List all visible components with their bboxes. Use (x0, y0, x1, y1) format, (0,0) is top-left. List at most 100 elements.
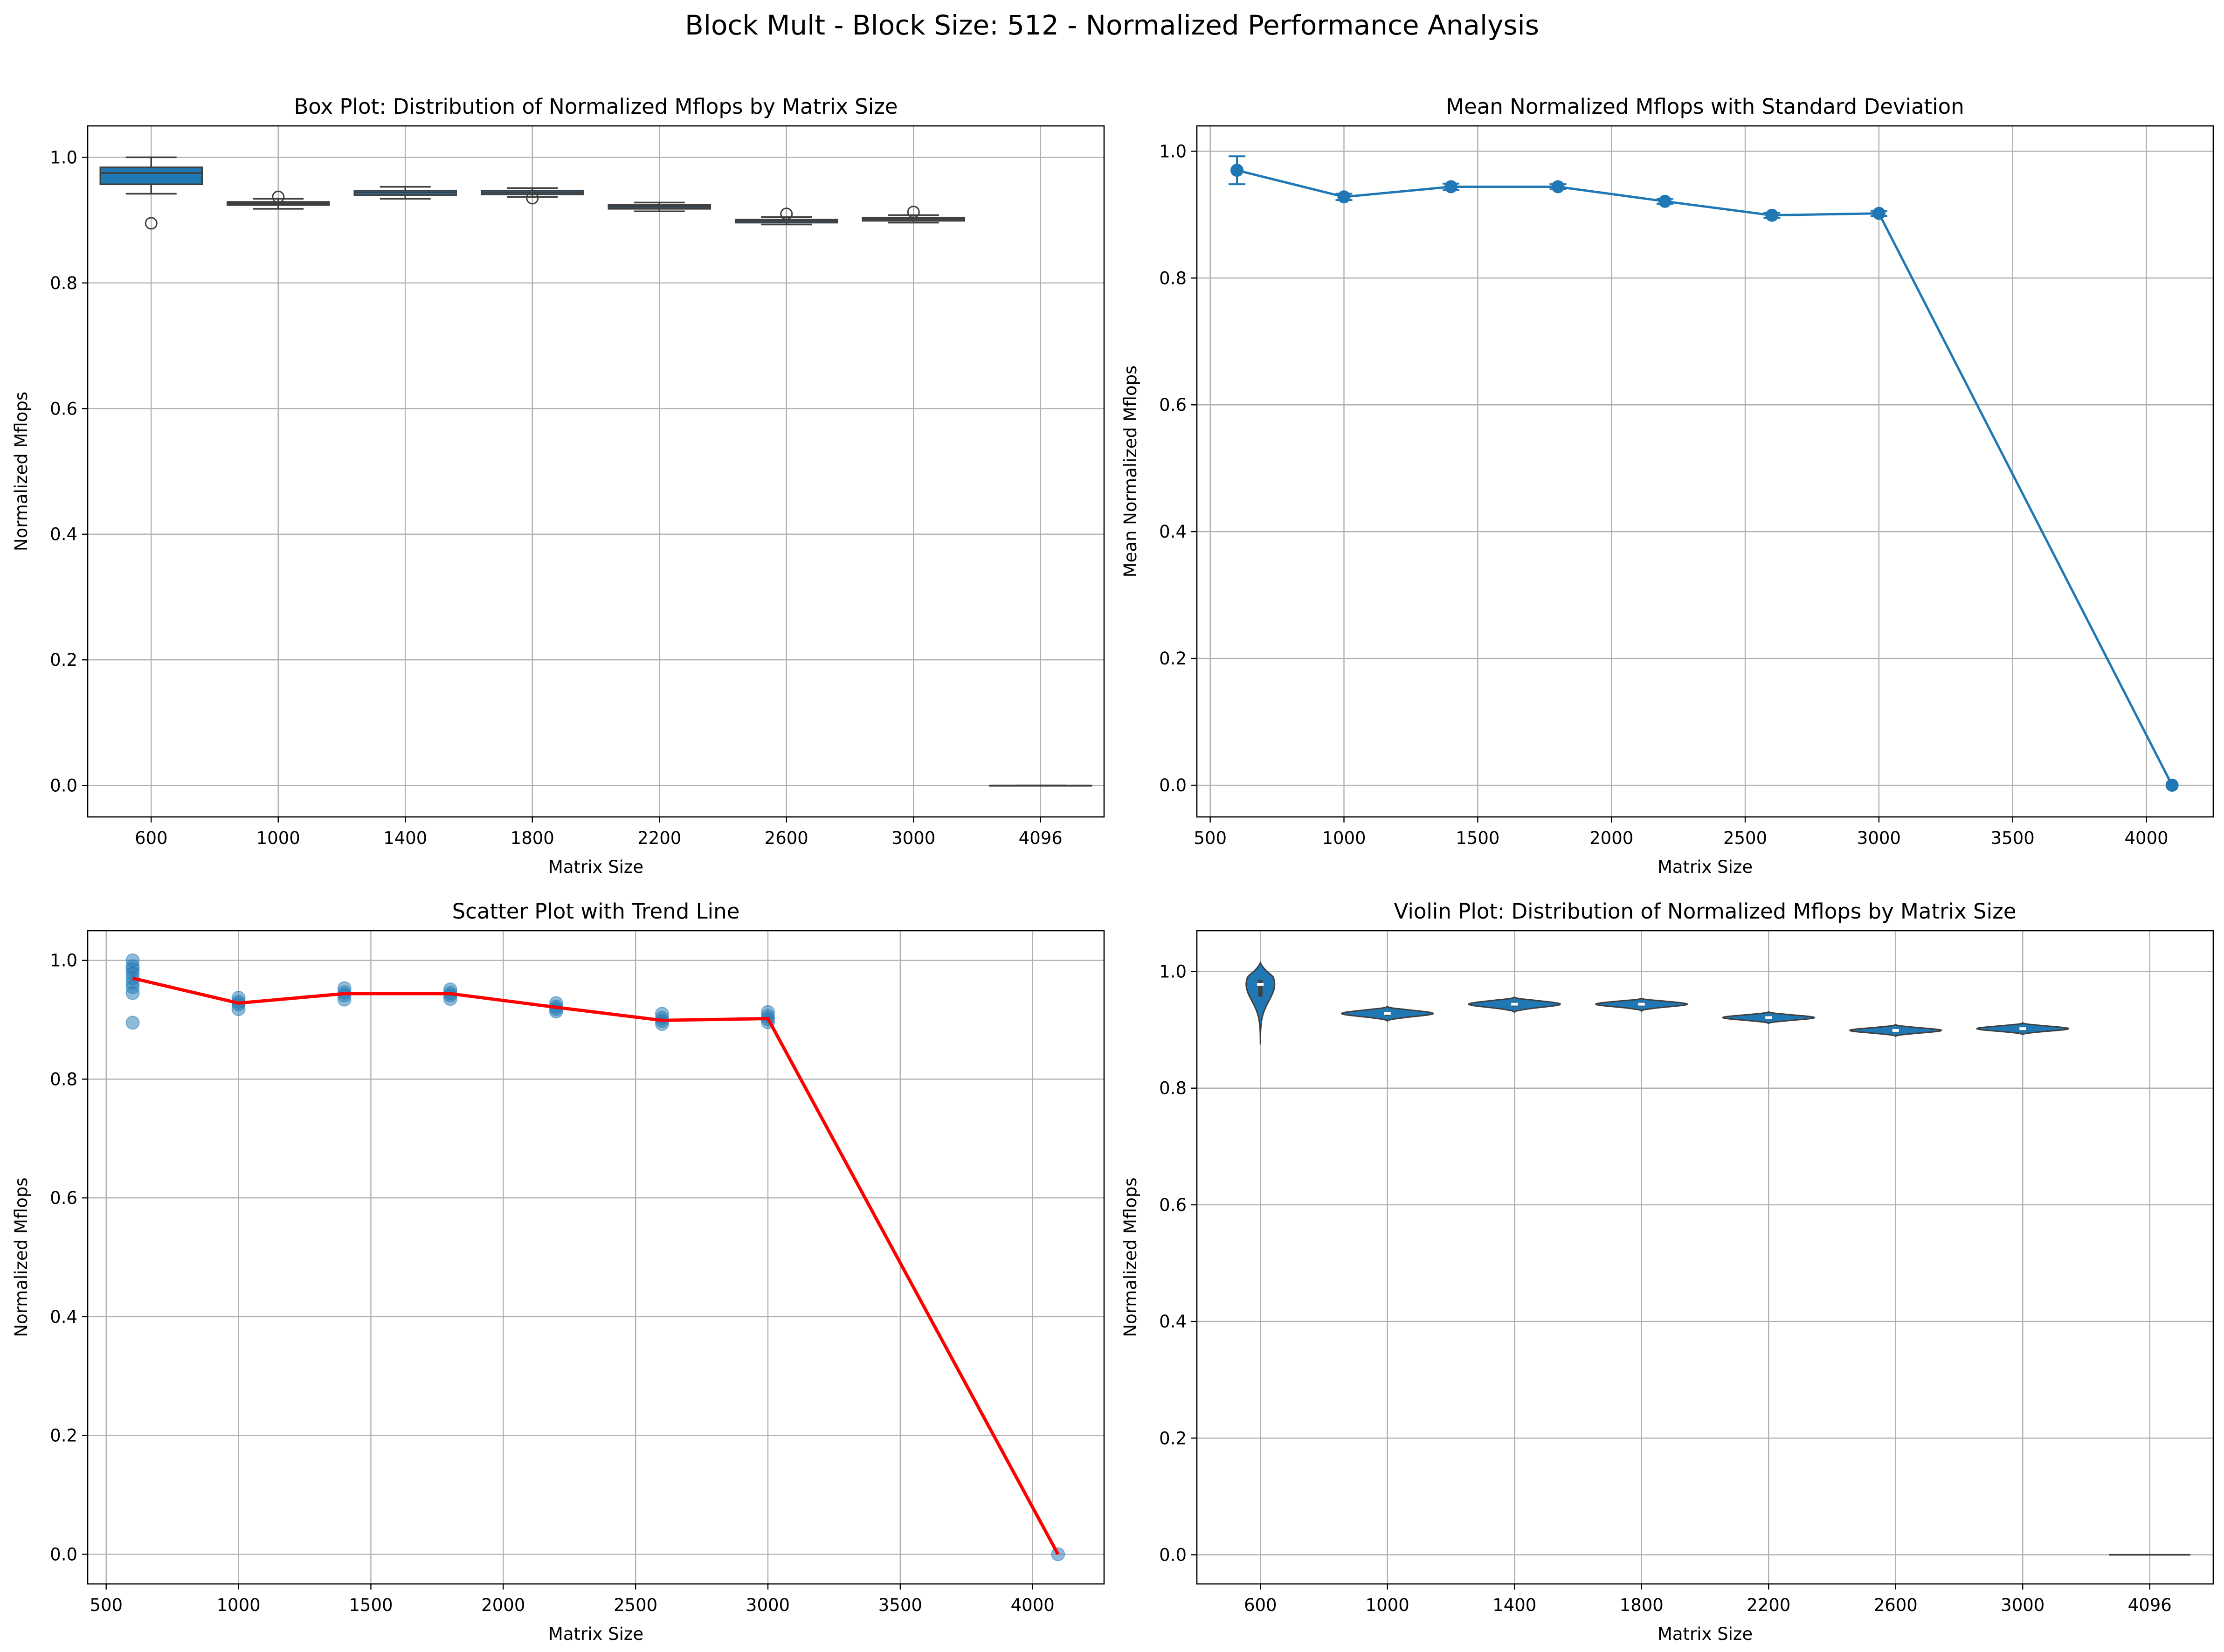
box-1800 (481, 187, 584, 205)
trend-line (132, 976, 1060, 1555)
x-tick-label: 2200 (1747, 1595, 1790, 1615)
y-tick-label: 0.8 (1159, 268, 1187, 288)
panels: Box Plot: Distribution of Normalized Mfl… (11, 94, 2214, 1644)
mean-point (1872, 207, 1886, 220)
y-tick-label: 0.6 (1159, 395, 1187, 415)
mean-point (1658, 194, 1671, 208)
figure-suptitle: Block Mult - Block Size: 512 - Normalize… (685, 9, 1539, 41)
ticks: 600 1000 1400 1800 2200 2600 3000 4096 0.0 0.2 0.4… (1159, 962, 2172, 1615)
outlier-point (526, 192, 539, 205)
mean-point (1444, 180, 1457, 194)
y-tick-label: 0.6 (50, 399, 77, 419)
x-tick-label: 600 (1244, 1595, 1277, 1615)
errorbar-4096 (2165, 779, 2179, 792)
violin-median (1892, 1029, 1899, 1032)
y-axis-label: Normalized Mflops (11, 392, 31, 551)
errorbar-2200 (1656, 194, 1673, 208)
x-tick-label: 500 (90, 1595, 123, 1615)
x-tick-label: 3000 (746, 1595, 790, 1615)
mean-point (1551, 180, 1565, 194)
plot-area (125, 953, 1065, 1562)
errorbar-600 (1229, 155, 1246, 186)
y-tick-label: 0.4 (1159, 522, 1187, 542)
plot-area (99, 156, 1092, 787)
mean-point (1337, 190, 1351, 204)
violin-median (1257, 983, 1264, 986)
x-tick-label: 3500 (878, 1595, 922, 1615)
x-tick-label: 2600 (765, 828, 808, 848)
box-2200 (608, 201, 711, 212)
y-tick-label: 1.0 (50, 951, 77, 971)
x-tick-label: 500 (1194, 828, 1227, 848)
violin-2200 (1721, 1011, 1816, 1024)
violin-3000 (1975, 1022, 2070, 1036)
x-tick-label: 2500 (1723, 828, 1767, 848)
x-tick-label: 1800 (1620, 1595, 1664, 1615)
y-tick-label: 0.0 (1159, 1545, 1187, 1565)
y-tick-label: 0.8 (1159, 1078, 1187, 1099)
outlier-point (272, 190, 285, 203)
x-axis-label: Matrix Size (1658, 857, 1753, 877)
y-tick-label: 0.0 (50, 776, 77, 796)
x-tick-label: 2600 (1874, 1595, 1918, 1615)
scatter-point (125, 986, 140, 1000)
errorbar-1000 (1335, 190, 1353, 204)
violin-median (1638, 1002, 1645, 1006)
y-tick-label: 1.0 (1159, 141, 1187, 161)
ticks: 500 1000 1500 2000 2500 3000 3500 4000 0.0 0.2 0.4… (1159, 141, 2169, 848)
x-tick-label: 2500 (614, 1595, 657, 1615)
x-axis-label: Matrix Size (1658, 1624, 1753, 1644)
x-axis-label: Matrix Size (548, 1624, 643, 1644)
x-tick-label: 4096 (1019, 828, 1063, 848)
y-tick-label: 0.2 (1159, 649, 1187, 669)
x-tick-label: 1400 (1492, 1595, 1536, 1615)
plot-area (1245, 961, 2190, 1556)
x-tick-label: 3000 (891, 828, 935, 848)
x-tick-label: 4000 (1011, 1595, 1055, 1615)
x-tick-label: 1000 (217, 1595, 261, 1615)
violin-median (2019, 1027, 2026, 1030)
mean-line (1236, 169, 2173, 786)
y-tick-label: 1.0 (1159, 962, 1187, 982)
y-axis-label: Mean Normalized Mflops (1120, 366, 1140, 578)
x-tick-label: 4000 (2124, 828, 2168, 848)
violin-2600 (1849, 1023, 1943, 1037)
x-axis-label: Matrix Size (548, 857, 643, 877)
ticks: 600 1000 1400 1800 2200 2600 3000 4096 0.0 0.2 0.4… (50, 147, 1063, 848)
box-1400 (353, 186, 457, 200)
x-tick-label: 3500 (1991, 828, 2035, 848)
violin-median (1384, 1012, 1391, 1015)
errorbar-1800 (1549, 180, 1567, 194)
y-tick-label: 0.8 (50, 1069, 77, 1089)
subplot-title: Box Plot: Distribution of Normalized Mfl… (294, 94, 898, 119)
y-axis-label: Normalized Mflops (11, 1177, 31, 1337)
x-tick-label: 1500 (1456, 828, 1499, 848)
violin-median (1765, 1016, 1772, 1019)
y-tick-label: 0.4 (50, 1307, 77, 1327)
grid-lines (1197, 126, 2213, 817)
y-tick-label: 0.0 (1159, 775, 1187, 795)
outlier-point (907, 206, 920, 219)
subplot-title: Violin Plot: Distribution of Normalized … (1394, 899, 2017, 924)
y-tick-label: 0.4 (50, 525, 77, 545)
y-tick-label: 0.6 (1159, 1195, 1187, 1215)
x-tick-label: 3000 (2001, 1595, 2044, 1615)
violin-600 (1245, 961, 1276, 1044)
x-tick-label: 1000 (1366, 1595, 1409, 1615)
axes-frame (87, 930, 1105, 1585)
x-tick-label: 3000 (1857, 828, 1901, 848)
box-600 (99, 156, 203, 230)
subplot-title: Scatter Plot with Trend Line (452, 899, 740, 924)
y-tick-label: 0.8 (50, 273, 77, 293)
x-tick-label: 1000 (1322, 828, 1366, 848)
y-tick-label: 0.2 (50, 1426, 77, 1446)
x-tick-label: 1000 (256, 828, 300, 848)
errorbar-1400 (1443, 180, 1459, 194)
subplot-2: Mean Normalized Mflops with Standard Dev… (1120, 94, 2214, 877)
y-tick-label: 0.0 (50, 1544, 77, 1564)
x-tick-label: 2000 (1589, 828, 1633, 848)
grid-lines (88, 126, 1104, 817)
y-tick-label: 0.4 (1159, 1312, 1187, 1332)
